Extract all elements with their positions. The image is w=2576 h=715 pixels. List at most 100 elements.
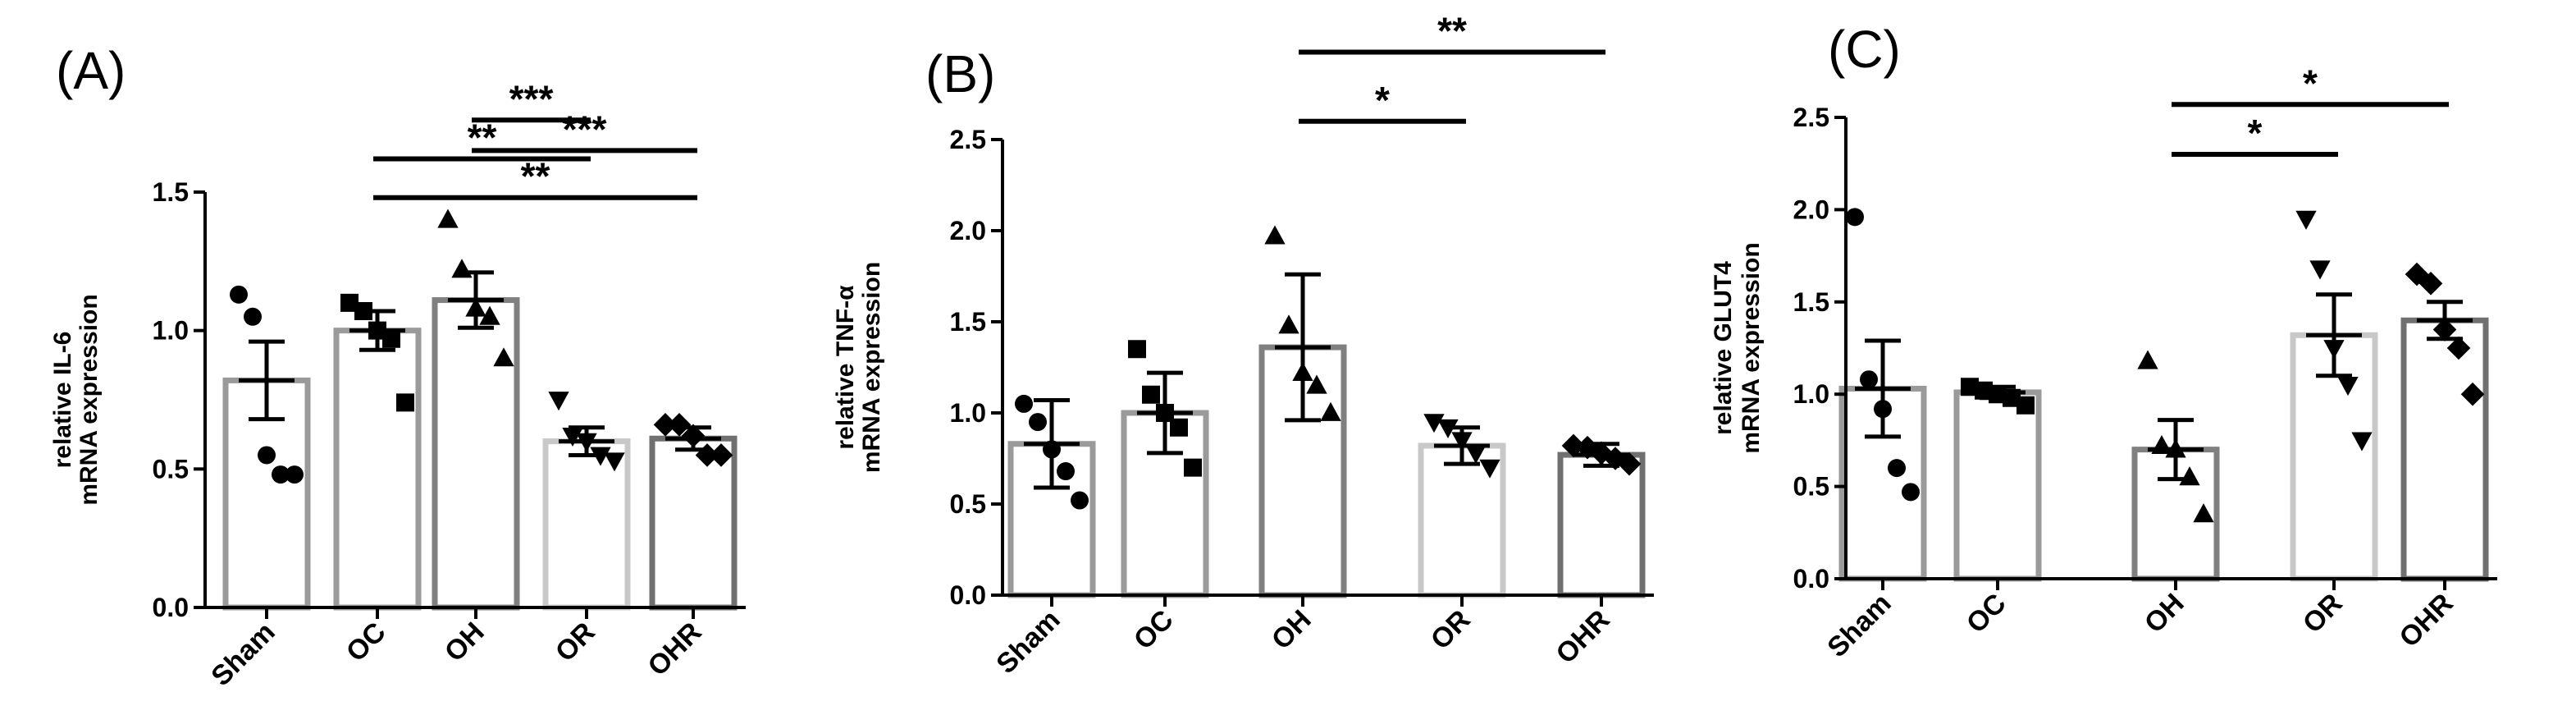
data-point	[695, 443, 719, 467]
data-point	[667, 413, 692, 437]
y-tick-label: 1.0	[153, 316, 189, 346]
data-point	[244, 307, 262, 326]
significance-label: **	[468, 117, 497, 159]
data-point	[2137, 350, 2158, 369]
data-point	[2418, 272, 2443, 296]
y-tick-label: 0.0	[153, 593, 189, 622]
data-point	[1170, 418, 1188, 437]
data-point	[2351, 432, 2373, 451]
data-point	[230, 285, 248, 304]
y-tick-label: 2.0	[1793, 195, 1829, 224]
data-point	[258, 446, 276, 465]
y-tick-label: 0.0	[950, 580, 986, 610]
y-axis-label-line2: mRNA expression	[75, 294, 103, 505]
data-point	[1561, 433, 1586, 458]
data-point	[2309, 260, 2331, 280]
x-tick-label-oc: OC	[1128, 604, 1180, 656]
bar-oc	[1953, 389, 2042, 582]
y-axis-label-line2: mRNA expression	[1738, 242, 1765, 453]
y-tick-label: 2.5	[950, 125, 986, 154]
y-tick-label: 0.5	[153, 454, 189, 484]
data-point	[1860, 370, 1878, 389]
x-tick-label-ohr: OHR	[2393, 588, 2459, 653]
y-tick-label: 0.5	[1793, 472, 1829, 502]
x-tick-label-ohr: OHR	[642, 616, 707, 682]
data-point	[1465, 444, 1487, 465]
data-point	[493, 347, 514, 367]
x-tick-label-sham: Sham	[990, 604, 1066, 680]
data-point	[2016, 396, 2035, 415]
data-point	[1479, 459, 1500, 479]
data-point	[548, 392, 569, 411]
data-point	[1029, 413, 1047, 432]
panel-letter: (A)	[56, 41, 126, 100]
data-point	[272, 465, 290, 484]
significance-label: *	[1375, 79, 1390, 121]
data-point	[1888, 459, 1906, 478]
y-tick-label: 2.5	[1793, 103, 1829, 132]
data-point	[1603, 447, 1628, 470]
data-point	[1057, 462, 1075, 481]
bar-oh	[432, 297, 520, 611]
data-point	[1617, 451, 1642, 476]
data-point	[396, 393, 414, 412]
data-point	[2337, 377, 2359, 396]
x-tick-label-oh: OH	[1266, 604, 1318, 656]
data-point	[1320, 401, 1341, 421]
y-axis-label-line1: relative GLUT4	[1710, 261, 1737, 435]
data-point	[562, 427, 583, 447]
significance-label: ***	[563, 108, 607, 150]
panel-letter: (C)	[1828, 20, 1901, 79]
x-tick-label-or: OR	[550, 616, 601, 668]
panel-b: (B) relative TNF-α mRNA expression 0.0 0.5 1.…	[832, 9, 1654, 680]
data-point	[340, 293, 359, 312]
x-tick-label-oc: OC	[1961, 588, 2012, 639]
data-point	[1278, 314, 1299, 334]
data-point	[285, 465, 304, 484]
data-point	[1846, 208, 1864, 227]
y-tick-label: 1.5	[153, 177, 189, 207]
data-point	[451, 259, 473, 278]
bar-ohr	[2400, 317, 2489, 582]
data-point	[1902, 483, 1920, 502]
x-tick-label-oh: OH	[2139, 588, 2190, 639]
panel-a: (A) relative IL-6 mRNA expression 0.0 0.5 1.0…	[49, 41, 746, 692]
data-point	[382, 329, 400, 348]
significance-label: **	[1437, 9, 1467, 52]
y-axis-label-line1: relative IL-6	[49, 332, 76, 469]
bar-ohr	[1557, 451, 1646, 598]
y-axis-label-line2: mRNA expression	[858, 262, 885, 473]
x-tick-label-oh: OH	[439, 616, 491, 668]
data-point	[1264, 225, 1286, 245]
x-tick-label-oc: OC	[340, 616, 392, 668]
significance-label: ***	[509, 77, 554, 120]
data-point	[1071, 491, 1089, 510]
data-point	[1128, 340, 1146, 359]
data-point	[2446, 336, 2471, 360]
y-tick-label: 1.5	[1793, 287, 1829, 317]
y-tick-label: 1.5	[950, 307, 986, 337]
x-tick-label-ohr: OHR	[1550, 604, 1615, 670]
data-point	[2193, 503, 2214, 523]
data-point	[2295, 210, 2317, 230]
panel-letter: (B)	[925, 44, 995, 103]
x-tick-label-or: OR	[1425, 604, 1477, 656]
data-point	[653, 413, 678, 437]
y-tick-label: 0.0	[1793, 564, 1829, 594]
significance-label: **	[521, 155, 550, 198]
y-axis-label-line1: relative TNF-α	[832, 285, 859, 450]
data-point	[1142, 385, 1160, 404]
data-point	[479, 305, 500, 325]
y-tick-label: 1.0	[1793, 379, 1829, 409]
panel-c: (C) relative GLUT4 mRNA expression 0.0 0.5 1.…	[1710, 20, 2497, 663]
data-point	[2460, 382, 2485, 406]
data-point	[1184, 458, 1202, 477]
data-point	[604, 452, 625, 472]
y-tick-label: 2.0	[950, 216, 986, 245]
x-tick-label-sham: Sham	[1821, 588, 1897, 663]
data-point	[709, 443, 733, 467]
data-point	[1423, 414, 1445, 433]
data-point	[1306, 374, 1327, 394]
x-tick-label-or: OR	[2297, 588, 2349, 639]
